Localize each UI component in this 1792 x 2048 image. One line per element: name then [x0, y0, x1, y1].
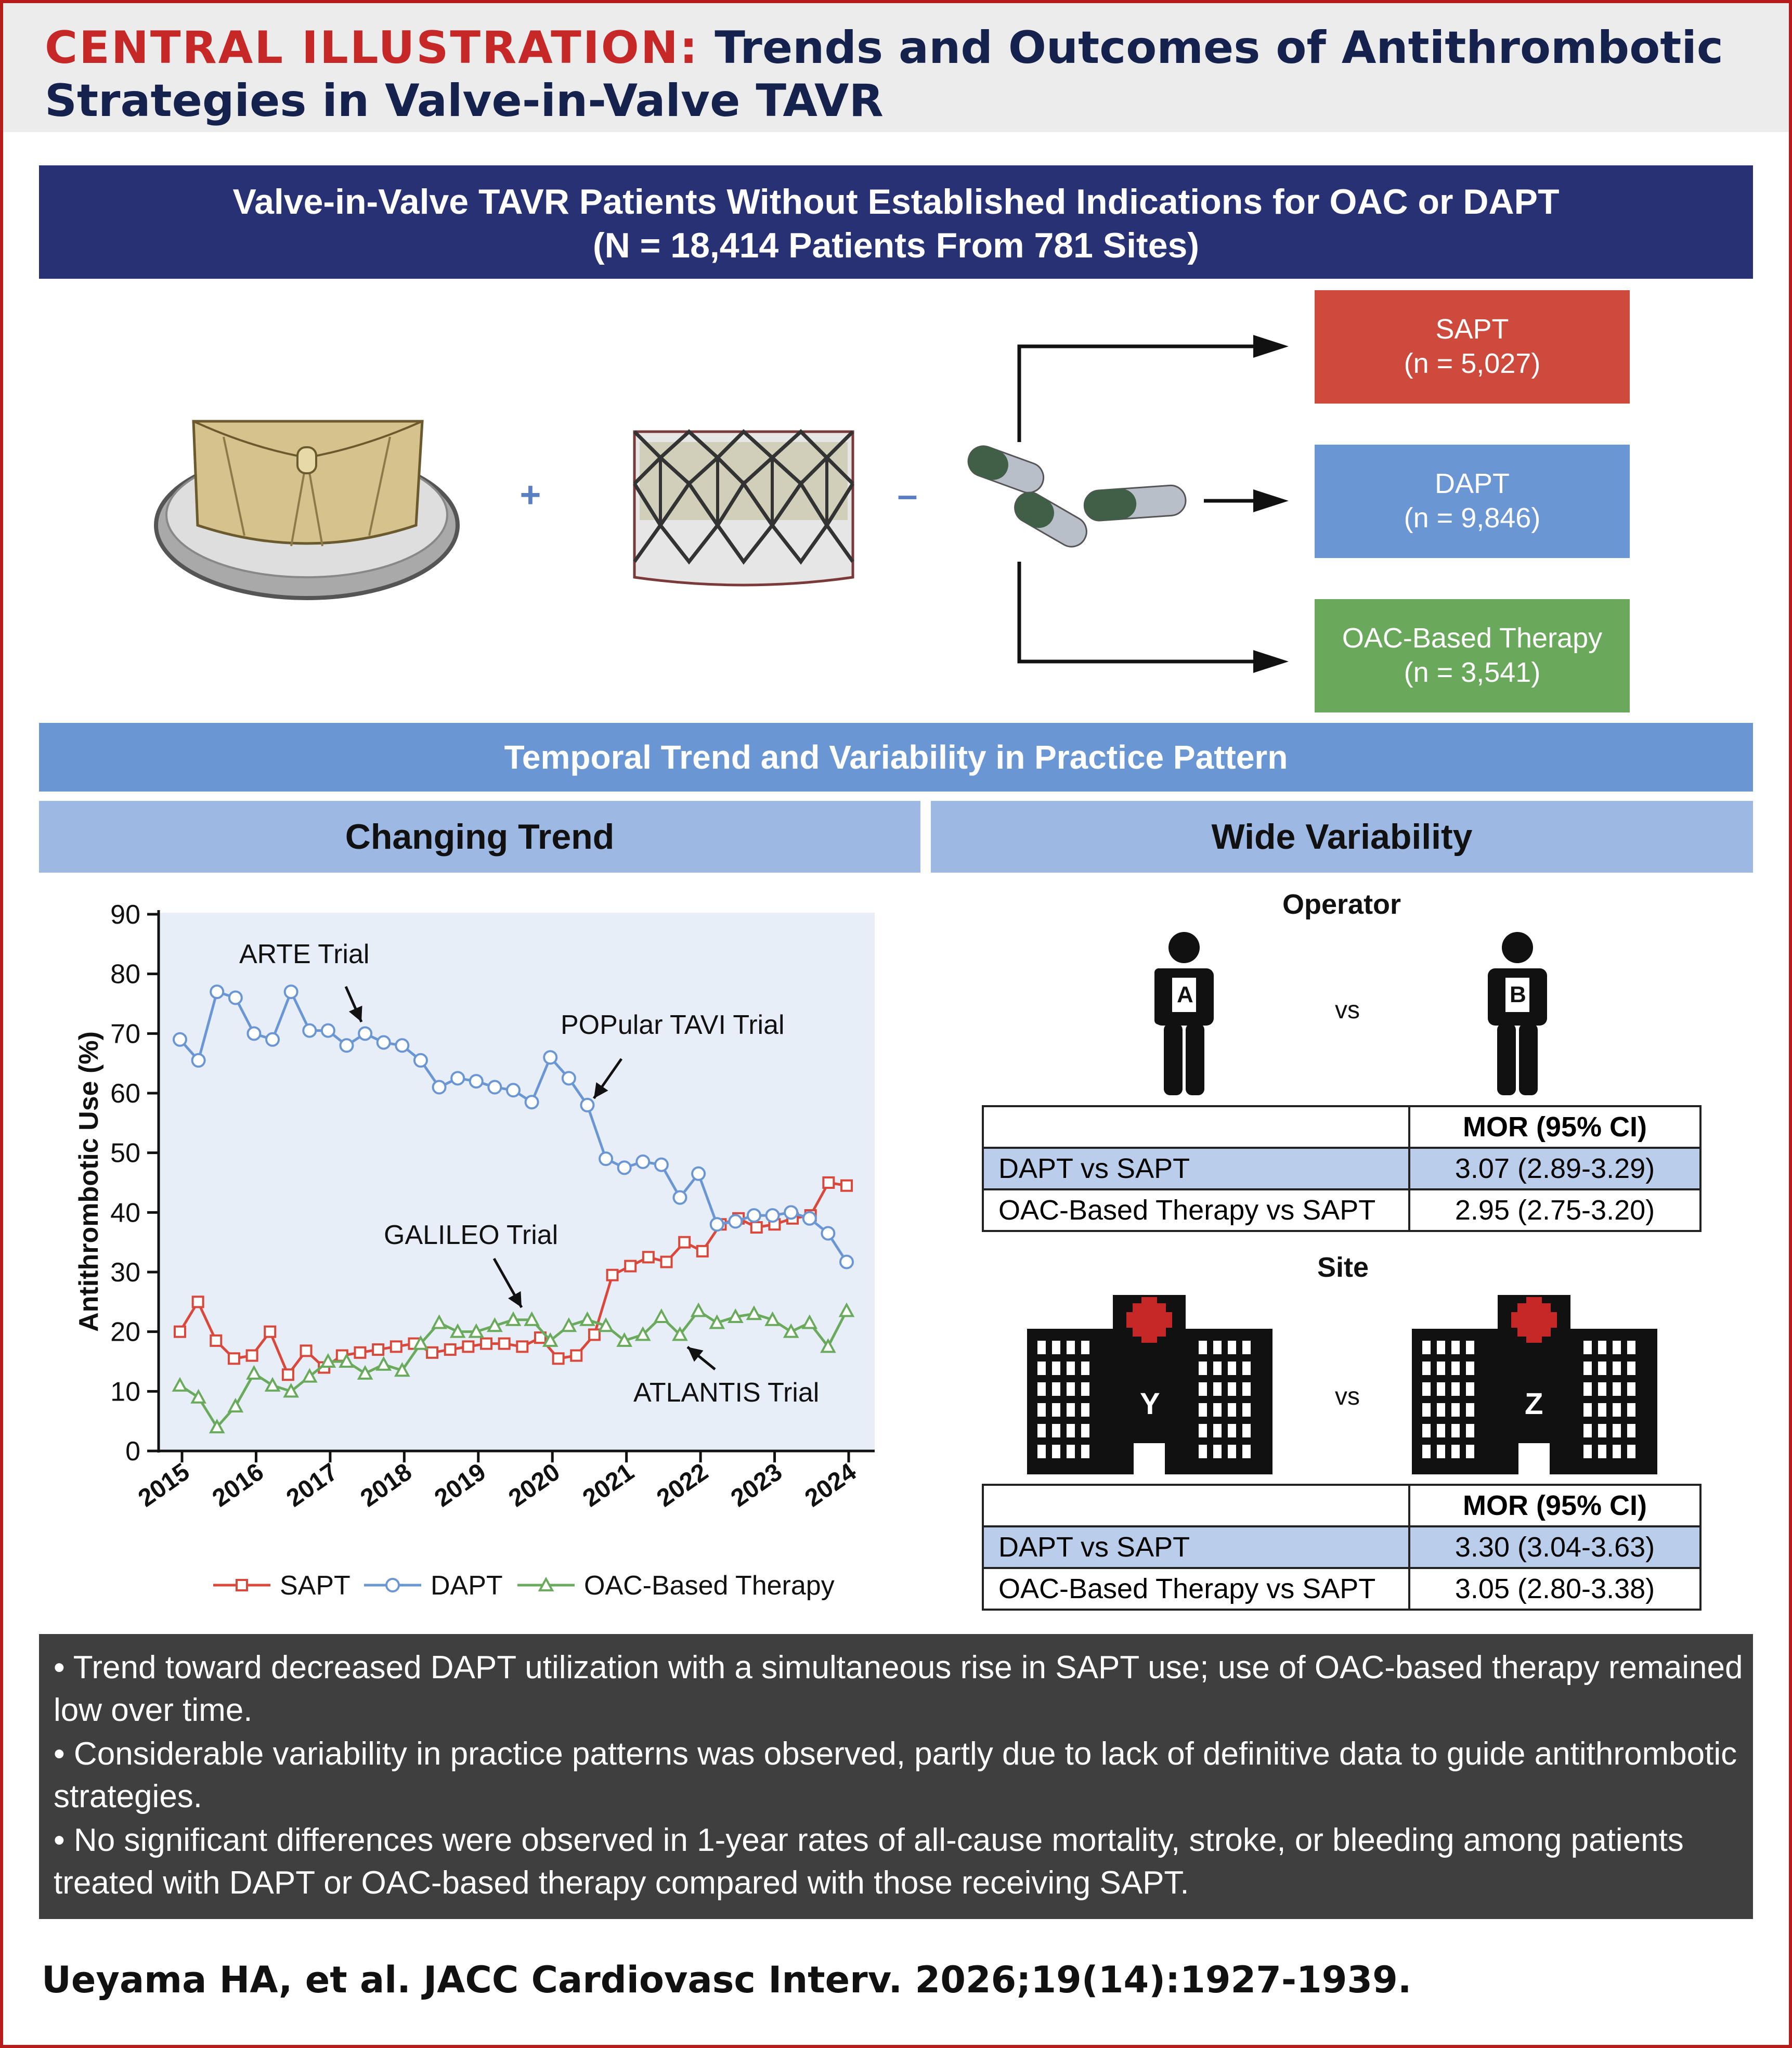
- header: CENTRAL ILLUSTRATION: Trends and Outcome…: [3, 3, 1789, 132]
- minus-sign: –: [898, 474, 918, 515]
- changing-trend-title: Changing Trend: [39, 801, 920, 873]
- population-line-2: (N = 18,414 Patients From 781 Sites): [593, 226, 1199, 265]
- finding-1: • Trend toward decreased DAPT utilizatio…: [54, 1650, 1743, 1728]
- flow-illustration: + –: [154, 335, 1289, 673]
- group-name: SAPT: [1435, 314, 1509, 345]
- header-line-1: CENTRAL ILLUSTRATION: Trends and Outcome…: [45, 22, 1723, 74]
- plus-sign: +: [520, 474, 541, 515]
- site-title: Site: [1317, 1252, 1369, 1283]
- blank-header-cell: [982, 1105, 1410, 1149]
- population-banner: Valve-in-Valve TAVR Patients Without Est…: [39, 165, 1753, 279]
- site-z-label: Z: [1525, 1387, 1543, 1421]
- site-y-label: Y: [1140, 1387, 1160, 1421]
- branch-arrows: [1017, 344, 1258, 664]
- mor-header: MOR (95% CI): [1408, 1105, 1702, 1149]
- operator-title: Operator: [1282, 889, 1401, 920]
- header-title-part-2: Strategies in Valve-in-Valve TAVR: [45, 75, 884, 127]
- pill-icon: [967, 445, 1187, 548]
- group-name: DAPT: [1434, 468, 1510, 499]
- site-mor-table: MOR (95% CI) DAPT vs SAPT 3.30 (3.04-3.63…: [982, 1484, 1702, 1611]
- transcatheter-valve-icon: [633, 429, 854, 587]
- group-box-sapt: SAPT (n = 5,027): [1315, 290, 1630, 404]
- finding-3: • No significant differences were observ…: [54, 1822, 1684, 1901]
- comparison-label: DAPT vs SAPT: [982, 1525, 1410, 1569]
- header-title-part-1: Trends and Outcomes of Antithrombotic: [715, 22, 1723, 74]
- central-illustration-label: CENTRAL ILLUSTRATION:: [45, 22, 699, 74]
- operator-a-label: A: [1177, 982, 1193, 1007]
- citation: Ueyama HA, et al. JACC Cardiovasc Interv…: [42, 1959, 1412, 2001]
- mor-value: 2.95 (2.75-3.20): [1408, 1188, 1702, 1232]
- operator-b-label: B: [1510, 982, 1526, 1007]
- surgical-valve-icon: [154, 420, 460, 600]
- group-count: (n = 9,846): [1404, 502, 1541, 534]
- finding-2: • Considerable variability in practice p…: [54, 1736, 1737, 1814]
- operator-vs: vs: [1335, 996, 1360, 1024]
- comparison-label: OAC-Based Therapy vs SAPT: [982, 1567, 1410, 1611]
- mor-value: 3.05 (2.80-3.38): [1408, 1567, 1702, 1611]
- comparison-label: OAC-Based Therapy vs SAPT: [982, 1188, 1410, 1232]
- arrowheads: [1253, 335, 1289, 673]
- group-count: (n = 5,027): [1404, 348, 1541, 379]
- comparison-label: DAPT vs SAPT: [982, 1147, 1410, 1190]
- population-line-1: Valve-in-Valve TAVR Patients Without Est…: [232, 182, 1560, 222]
- mor-header: MOR (95% CI): [1408, 1484, 1702, 1527]
- group-count: (n = 3,541): [1404, 657, 1541, 688]
- blank-header-cell: [982, 1484, 1410, 1527]
- site-vs: vs: [1335, 1383, 1360, 1410]
- key-findings-panel: • Trend toward decreased DAPT utilizatio…: [39, 1634, 1753, 1919]
- temporal-section-title: Temporal Trend and Variability in Practi…: [39, 723, 1753, 792]
- wide-variability-title: Wide Variability: [931, 801, 1753, 873]
- group-name: OAC-Based Therapy: [1342, 623, 1603, 654]
- group-box-dapt: DAPT (n = 9,846): [1315, 445, 1630, 558]
- mor-value: 3.30 (3.04-3.63): [1408, 1525, 1702, 1569]
- group-box-oac: OAC-Based Therapy (n = 3,541): [1315, 599, 1630, 712]
- operator-mor-table: MOR (95% CI) DAPT vs SAPT 3.07 (2.89-3.29…: [982, 1105, 1702, 1232]
- mor-value: 3.07 (2.89-3.29): [1408, 1147, 1702, 1190]
